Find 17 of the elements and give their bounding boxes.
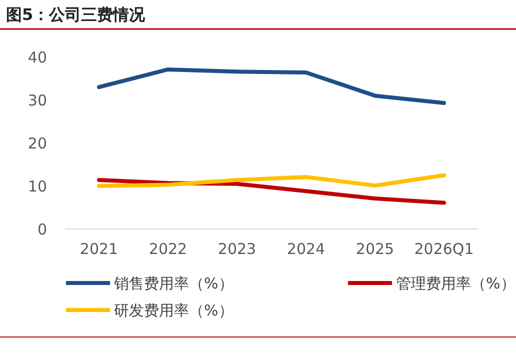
legend-label: 研发费用率（%） xyxy=(114,301,234,320)
y-tick-label: 0 xyxy=(37,220,47,238)
y-tick-label: 20 xyxy=(28,134,47,152)
line-series xyxy=(97,173,446,188)
legend-label: 管理费用率（%） xyxy=(396,274,516,292)
x-tick-label: 2021 xyxy=(80,240,118,258)
legend-label: 销售费用率（%） xyxy=(113,274,234,292)
chart-title: 图5：公司三费情况 xyxy=(6,5,146,24)
x-tick-label: 2025 xyxy=(356,240,394,258)
x-tick-label: 2024 xyxy=(286,240,326,258)
y-tick-label: 30 xyxy=(28,91,47,110)
y-tick-label: 40 xyxy=(28,48,47,66)
y-tick-label: 10 xyxy=(28,177,47,196)
x-tick-label: 2026Q1 xyxy=(414,240,474,258)
x-tick-label: 2023 xyxy=(218,240,256,258)
line-series xyxy=(97,67,446,106)
x-tick-label: 2022 xyxy=(148,240,188,258)
